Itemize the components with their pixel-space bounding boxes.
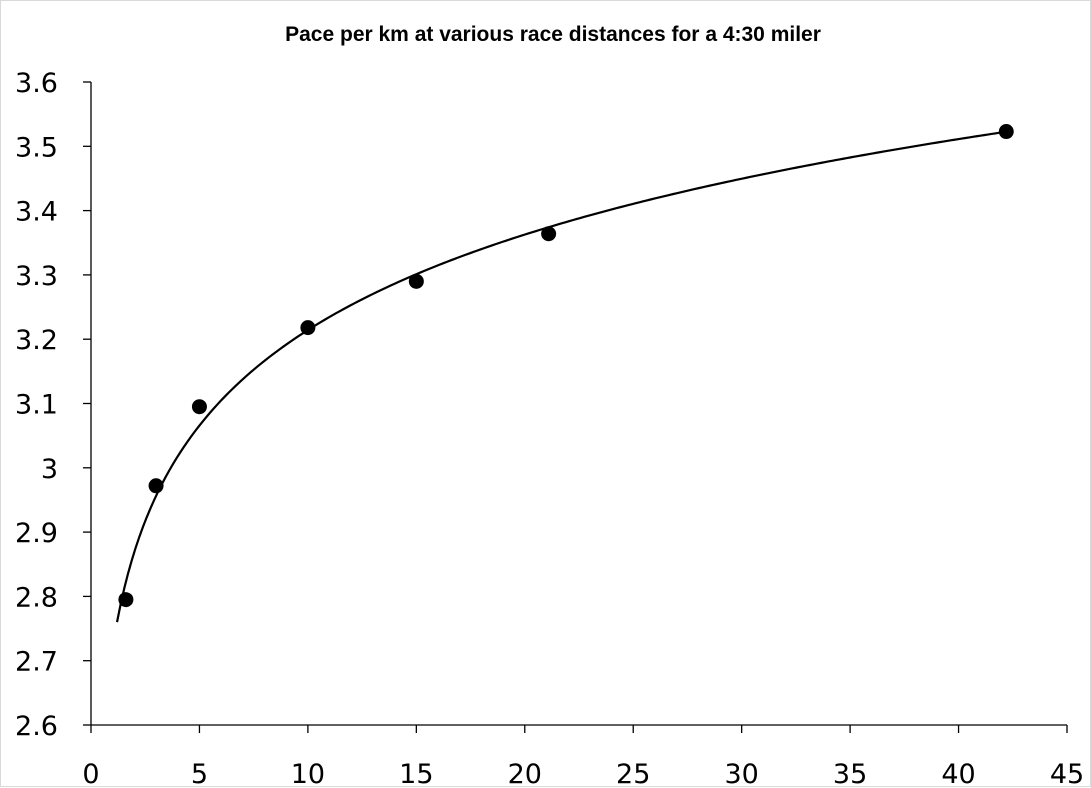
x-tick-label: 5: [191, 759, 208, 788]
y-tick-label: 3.5: [15, 132, 58, 163]
y-tick-label: 3.6: [15, 68, 58, 99]
data-point: [148, 478, 164, 494]
data-point: [118, 592, 134, 608]
data-point: [300, 320, 316, 336]
data-point: [541, 226, 557, 242]
x-tick-label: 25: [616, 759, 650, 788]
x-tick-label: 35: [833, 759, 867, 788]
chart-title: Pace per km at various race distances fo…: [285, 23, 821, 46]
x-tick-label: 15: [399, 759, 433, 788]
y-tick-label: 3.3: [15, 261, 58, 292]
y-tick-label: 3.1: [15, 390, 58, 421]
x-tick-label: 45: [1050, 759, 1084, 788]
y-tick-label: 3.2: [15, 325, 58, 356]
y-tick-label: 2.7: [15, 647, 58, 678]
y-tick-label: 2.9: [15, 518, 58, 549]
axes: 2.6 2.7 2.8 2.9 3 3.1 3.2 3.3 3.4 3.5 3.6 0 5 10 15 20 2…: [15, 68, 1084, 788]
data-points-layer: [118, 124, 1014, 608]
x-tick-label: 0: [82, 759, 99, 788]
trendline-layer: [115, 130, 1007, 623]
data-point: [408, 273, 424, 289]
y-tick-label: 2.6: [15, 711, 58, 742]
y-tick-label: 2.8: [15, 582, 58, 613]
x-tick-label: 30: [724, 759, 758, 788]
x-tick-label: 20: [508, 759, 542, 788]
data-point: [998, 124, 1014, 140]
x-tick-label: 10: [291, 759, 325, 788]
trendline-path: [115, 130, 1007, 623]
data-point: [191, 399, 207, 415]
y-tick-label: 3: [41, 454, 58, 485]
x-tick-label: 40: [941, 759, 975, 788]
y-tick-label: 3.4: [15, 197, 58, 228]
